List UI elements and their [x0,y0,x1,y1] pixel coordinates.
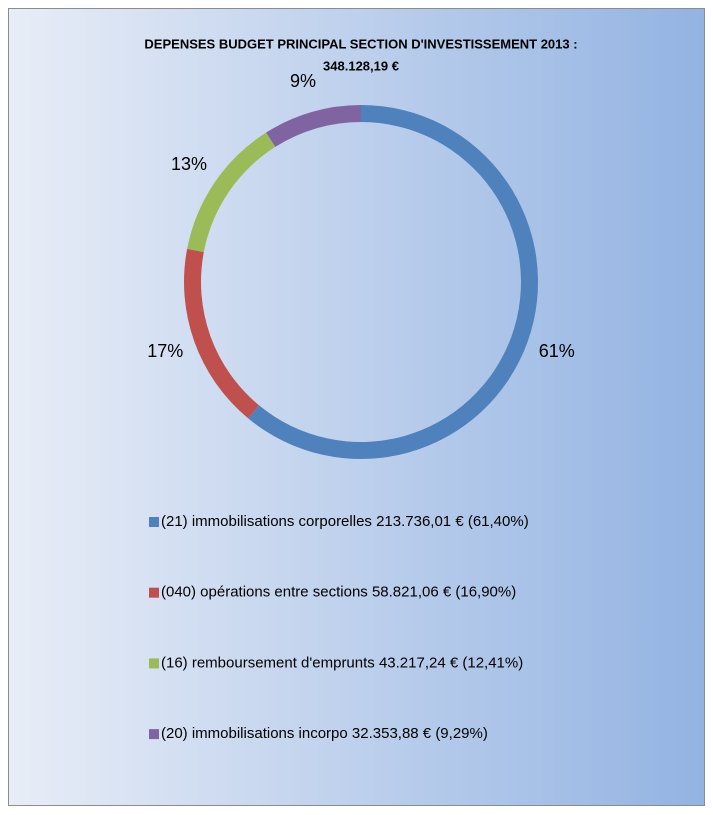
legend-swatch [149,517,159,527]
data-label: 61% [539,341,575,361]
donut-segment [266,105,361,147]
legend-label: (040) opérations entre sections 58.821,0… [161,584,516,601]
legend-swatch [149,587,159,598]
donut-segment [248,105,538,459]
chart-title: DEPENSES BUDGET PRINCIPAL SECTION D'INVE… [144,36,577,51]
data-label: 13% [171,154,207,174]
legend-swatch [149,658,159,669]
legend-label: (21) immobilisations corporelles 213.736… [161,513,529,530]
chart-subtitle: 348.128,19 € [323,58,399,73]
legend-label: (20) immobilisations incorpo 32.353,88 €… [161,725,488,742]
legend-label: (16) remboursement d'emprunts 43.217,24 … [161,654,523,671]
data-label: 9% [290,71,316,91]
legend-swatch [149,729,159,740]
donut-segment [187,132,276,253]
donut-segment [184,248,260,419]
chart-area [8,8,705,806]
data-label: 17% [147,341,183,361]
